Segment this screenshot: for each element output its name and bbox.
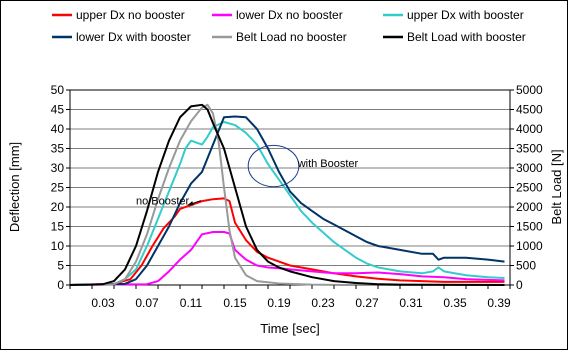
- y-tick-label: 20: [51, 200, 65, 214]
- y-tick-label: 50: [51, 83, 65, 97]
- series-line-upper-dx-no-booster: [69, 197, 505, 286]
- series-group: [69, 103, 505, 286]
- x-tick-label: 0.35: [443, 296, 467, 310]
- y-axis-left: 0 5 10 15 20 25 30 35 40 45 50: [51, 83, 70, 292]
- y-tick-label: 5: [57, 259, 64, 273]
- legend-label-upper-dx-no-booster: upper Dx no booster: [76, 8, 185, 22]
- x-tick-label: 0.07: [135, 296, 159, 310]
- y2-tick-label: 2000: [516, 200, 543, 214]
- y-tick-label: 10: [51, 239, 65, 253]
- x-tick-label: 0.27: [355, 296, 379, 310]
- gridlines: [70, 109, 510, 266]
- y2-tick-label: 4000: [516, 122, 543, 136]
- legend-label-upper-dx-with-booster: upper Dx with booster: [407, 8, 524, 22]
- x-tick-label: 0.39: [487, 296, 511, 310]
- x-tick-label: 0.31: [399, 296, 423, 310]
- x-axis: 0.03 0.07 0.11 0.15 0.19 0.23 0.27 0.31 0.35 0.39: [69, 285, 511, 310]
- y-tick-label: 15: [51, 220, 65, 234]
- legend-label-belt-load-with-booster: Belt Load with booster: [407, 30, 526, 44]
- legend: upper Dx no booster lower Dx no booster up…: [52, 8, 526, 44]
- y2-tick-label: 3000: [516, 161, 543, 175]
- y2-tick-label: 2500: [516, 181, 543, 195]
- y-axis-right: 0 500 1000 1500 2000 2500 3000 3500 4000 4500 5000: [510, 83, 543, 292]
- annotation-arrowhead: [187, 201, 194, 206]
- y2-tick-label: 500: [516, 259, 536, 273]
- y2-tick-label: 1500: [516, 220, 543, 234]
- annotation-ellipse: [247, 144, 300, 188]
- y-tick-label: 30: [51, 161, 65, 175]
- x-tick-label: 0.19: [267, 296, 291, 310]
- x-tick-label: 0.15: [223, 296, 247, 310]
- legend-label-belt-load-no-booster: Belt Load no booster: [236, 30, 347, 44]
- annotation-text: no Booster: [136, 196, 190, 208]
- y-axis-title: Deflection [mm]: [7, 142, 22, 232]
- legend-label-lower-dx-no-booster: lower Dx no booster: [236, 8, 343, 22]
- series-line-lower-dx-no-booster: [69, 230, 505, 286]
- y-tick-label: 25: [51, 181, 65, 195]
- series-line-lower-dx-with-booster: [69, 115, 505, 286]
- x-axis-title: Time [sec]: [260, 321, 319, 336]
- annotation-text: with Booster: [297, 158, 359, 170]
- y2-tick-label: 1000: [516, 239, 543, 253]
- x-tick-label: 0.23: [311, 296, 335, 310]
- series-line-upper-dx-with-booster: [69, 120, 505, 286]
- x-tick-label: 0.03: [91, 296, 115, 310]
- y-tick-label: 0: [57, 278, 64, 292]
- y2-tick-label: 4500: [516, 103, 543, 117]
- y2-tick-label: 3500: [516, 142, 543, 156]
- y-tick-label: 40: [51, 122, 65, 136]
- series-line-belt-load-no-booster: [69, 103, 505, 286]
- y2-tick-label: 5000: [516, 83, 543, 97]
- series-line-belt-load-with-booster: [69, 103, 505, 286]
- legend-label-lower-dx-with-booster: lower Dx with booster: [76, 30, 191, 44]
- y-tick-label: 45: [51, 103, 65, 117]
- y2-tick-label: 0: [516, 278, 523, 292]
- x-tick-label: 0.11: [180, 296, 203, 310]
- y2-axis-title: Belt Load [N]: [549, 149, 564, 224]
- annotations: with Booster no Booster: [136, 144, 359, 208]
- y-tick-label: 35: [51, 142, 65, 156]
